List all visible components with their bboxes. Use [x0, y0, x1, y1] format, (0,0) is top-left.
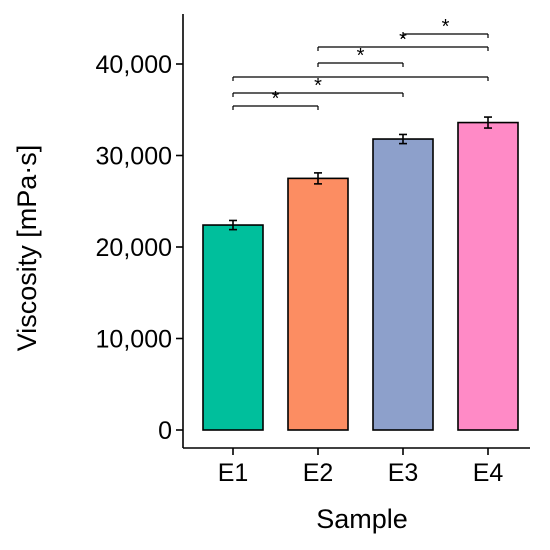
significance-star: *	[272, 88, 280, 110]
y-tick-label: 20,000	[96, 234, 172, 262]
x-tick-label: E1	[218, 459, 249, 487]
significance-bracket-e1-e4	[232, 76, 489, 81]
significance-bracket-e1-e3: *	[232, 75, 404, 97]
x-axis-title: Sample	[316, 504, 408, 534]
y-tick-label: 10,000	[96, 326, 172, 354]
significance-layer: * * * * *	[232, 16, 489, 110]
significance-star: *	[314, 75, 322, 97]
error-bar-e3	[399, 133, 407, 145]
significance-star: *	[442, 16, 450, 38]
x-tick-label: E2	[303, 459, 334, 487]
error-bar-e2	[314, 172, 322, 185]
error-bar-e4	[484, 116, 492, 129]
y-axis-ticks: 0 10,000 20,000 30,000 40,000	[96, 51, 183, 445]
x-axis-ticks: E1 E2 E3 E4	[218, 448, 504, 487]
bar-e1	[202, 224, 264, 431]
bar-e3	[372, 138, 434, 431]
y-tick-label: 40,000	[96, 51, 172, 79]
significance-bracket-e1-e2: *	[232, 88, 319, 110]
y-tick-label: 0	[158, 417, 172, 445]
y-tick-label: 30,000	[96, 143, 172, 171]
bars-layer	[202, 121, 519, 431]
significance-bracket-e2-e4: *	[317, 29, 489, 51]
error-bars-layer	[229, 116, 492, 231]
error-bar-e1	[229, 219, 237, 231]
significance-star: *	[399, 29, 407, 51]
significance-bracket-e2-e3: *	[317, 45, 404, 67]
x-tick-label: E3	[388, 459, 419, 487]
bar-e2	[287, 177, 349, 431]
significance-bracket-e3-e4: *	[402, 16, 489, 38]
bar-e4	[457, 121, 519, 431]
x-tick-label: E4	[473, 459, 504, 487]
y-axis-title: Viscosity [mPa·s]	[12, 145, 42, 352]
significance-star: *	[357, 45, 365, 67]
